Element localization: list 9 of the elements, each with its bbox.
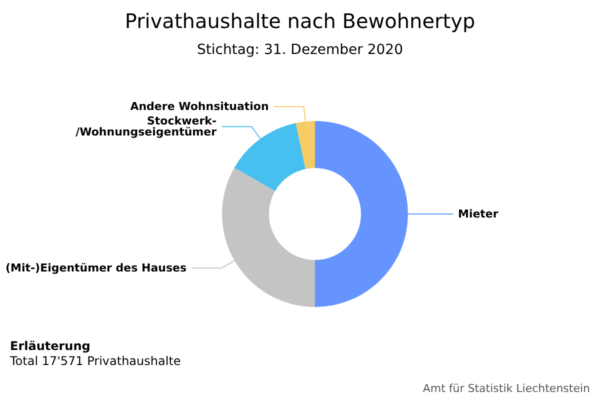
chart-title: Privathaushalte nach Bewohnertyp (124, 9, 476, 33)
slice-label: Andere Wohnsituation (130, 100, 269, 114)
slice-label: Mieter (458, 208, 499, 220)
slice-label: Stockwerk- /Wohnungseigentümer (76, 114, 218, 139)
text: Total 17'571 Privathaushalte (9, 354, 181, 368)
text: Amt für Statistik Liechtenstein (422, 382, 590, 395)
chart-subtitle: Stichtag: 31. Dezember 2020 (196, 42, 404, 58)
slice-label: (Mit-)Eigentümer des Hauses (5, 262, 187, 275)
text: Erläuterung (10, 339, 90, 353)
